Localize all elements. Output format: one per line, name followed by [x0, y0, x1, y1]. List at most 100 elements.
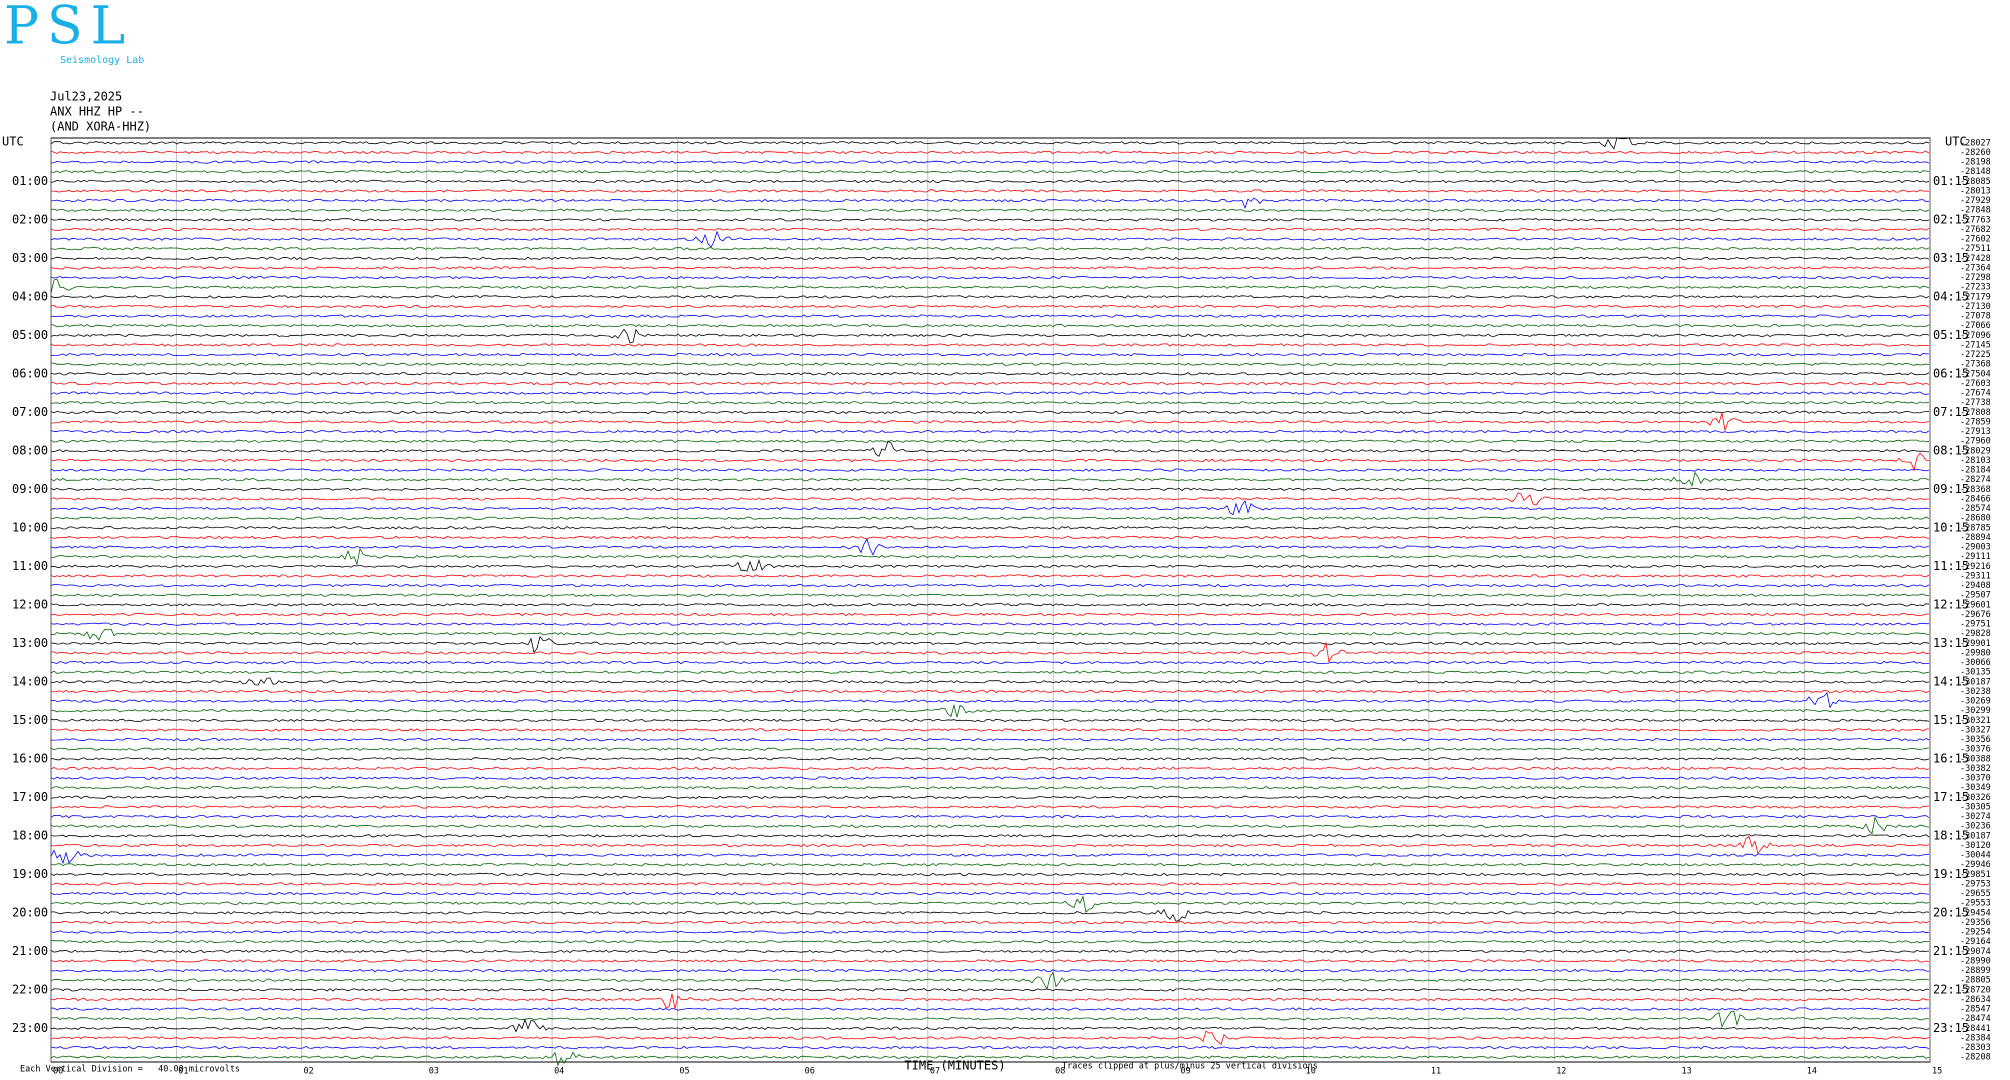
trace-offset: -27602: [1960, 235, 1991, 245]
trace-offset: -28894: [1960, 533, 1991, 543]
trace-offset: -30044: [1960, 851, 1991, 861]
trace-offset: -29111: [1960, 552, 1991, 562]
logo-text: Seismology Lab: [60, 55, 144, 66]
right-hour-label: 08:15: [1933, 443, 1969, 457]
trace-offset: -29601: [1960, 600, 1991, 610]
trace-offset: -29003: [1960, 543, 1991, 553]
trace-offset: -28198: [1960, 158, 1991, 168]
trace: [50, 516, 1930, 520]
station: ANX HHZ HP --: [50, 105, 144, 119]
trace-offset: -29851: [1960, 870, 1991, 880]
trace-offset: -27130: [1960, 302, 1991, 312]
x-tick-label: 09: [1180, 1067, 1190, 1077]
trace: [50, 440, 1930, 457]
left-hour-label: 06:00: [12, 366, 48, 380]
trace: [50, 920, 1930, 925]
right-axis-title: UTC: [1945, 135, 1967, 149]
trace-offset: -28148: [1960, 167, 1991, 177]
x-axis-title: TIME (MINUTES): [904, 1059, 1005, 1073]
trace-offset: -28260: [1960, 148, 1991, 158]
x-tick-label: 06: [805, 1067, 815, 1077]
trace: [50, 988, 1930, 992]
trace-offset: -30066: [1960, 658, 1991, 668]
trace: [50, 816, 1930, 835]
trace-offset: -30299: [1960, 706, 1991, 716]
trace: [50, 372, 1930, 376]
trace: [50, 940, 1929, 944]
trace-offset: -30135: [1960, 668, 1991, 678]
trace-offset: -28785: [1960, 523, 1991, 533]
trace-offset: -27368: [1960, 360, 1991, 370]
trace-offset: -27096: [1960, 331, 1991, 341]
trace-offset: -27960: [1960, 437, 1991, 447]
trace: [50, 641, 1930, 664]
trace: [50, 275, 1930, 280]
left-hour-label: 10:00: [12, 520, 48, 534]
trace: [50, 526, 1930, 530]
trace-offset: -28466: [1960, 494, 1991, 504]
trace: [50, 677, 1930, 686]
right-hour-label: 04:15: [1933, 289, 1969, 303]
trace: [50, 538, 1930, 556]
trace: [50, 863, 1930, 867]
trace-offset: -27763: [1960, 215, 1991, 225]
trace-offset: -29311: [1960, 571, 1991, 581]
trace: [50, 628, 1930, 641]
trace: [50, 689, 1930, 694]
trace-offset: -30356: [1960, 735, 1991, 745]
trace: [50, 1045, 1930, 1050]
trace: [50, 391, 1930, 395]
left-hour-label: 04:00: [12, 289, 48, 303]
trace: [50, 256, 1930, 260]
trace: [50, 352, 1930, 357]
left-hour-label: 08:00: [12, 443, 48, 457]
right-hour-label: 09:15: [1933, 482, 1969, 496]
x-tick-label: 05: [679, 1067, 689, 1077]
left-hour-label: 02:00: [12, 212, 48, 226]
left-axis-title: UTC: [2, 135, 24, 149]
trace: [50, 603, 1930, 607]
trace-offset: -28680: [1960, 514, 1991, 524]
left-hour-label: 17:00: [12, 790, 48, 804]
trace: [50, 362, 1930, 366]
left-hour-label: 18:00: [12, 828, 48, 842]
trace: [50, 452, 1930, 472]
trace: [50, 737, 1930, 742]
trace: [50, 635, 1930, 654]
trace: [50, 747, 1930, 751]
date: Jul23,2025: [50, 90, 122, 104]
trace: [50, 328, 1930, 344]
x-tick-label: 01: [178, 1067, 188, 1077]
trace-offset: -27682: [1960, 225, 1991, 235]
trace: [50, 558, 1930, 572]
trace: [50, 324, 1930, 328]
right-hour-label: 13:15: [1933, 636, 1969, 650]
trace-offset: -28720: [1960, 985, 1991, 995]
right-hour-label: 21:15: [1933, 944, 1969, 958]
trace: [50, 718, 1930, 723]
trace: [51, 1011, 1930, 1028]
trace-offset: -28384: [1960, 1033, 1991, 1043]
right-hour-label: 19:15: [1933, 867, 1969, 881]
left-hour-label: 11:00: [12, 559, 48, 573]
left-hour-label: 03:00: [12, 251, 48, 265]
trace: [50, 400, 1930, 405]
trace: [50, 908, 1930, 922]
trace: [50, 1051, 1930, 1067]
trace: [50, 179, 1930, 183]
trace-offset: -29980: [1960, 648, 1991, 658]
trace: [50, 218, 1930, 222]
trace-offset: -30120: [1960, 841, 1991, 851]
trace-offset: -29356: [1960, 918, 1991, 928]
trace: [50, 930, 1930, 934]
right-hour-label: 03:15: [1933, 251, 1969, 265]
trace: [50, 304, 1930, 309]
trace: [50, 492, 1930, 506]
trace-offset: -27738: [1960, 398, 1991, 408]
trace-offset: -27225: [1960, 350, 1991, 360]
x-tick-label: 11: [1431, 1067, 1441, 1077]
trace: [50, 835, 1930, 855]
trace-offset: -27066: [1960, 321, 1991, 331]
trace: [50, 150, 1930, 155]
